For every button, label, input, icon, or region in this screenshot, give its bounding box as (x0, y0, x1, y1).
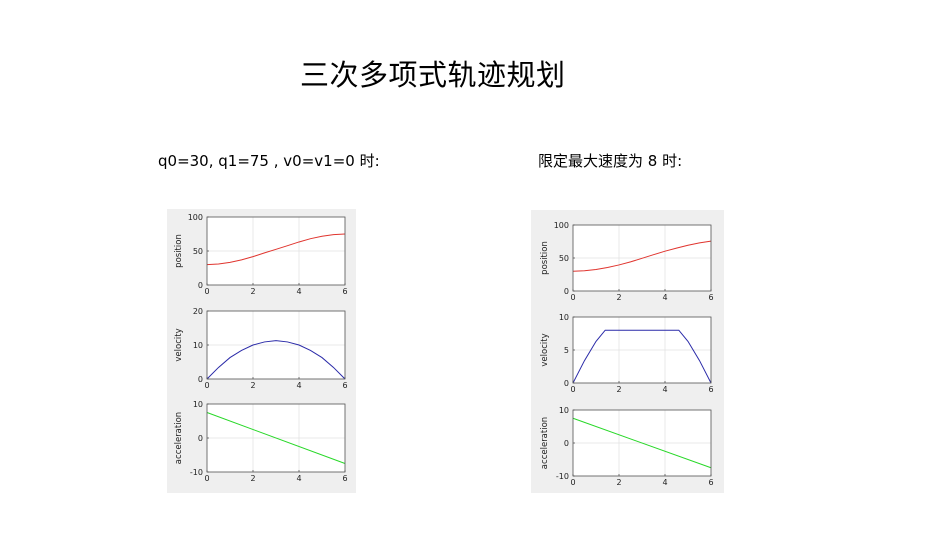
y-tick-label: 0 (564, 379, 569, 388)
y-tick-label: 10 (559, 313, 569, 322)
series-line-acceleration (206, 412, 346, 464)
x-tick-label: 4 (662, 293, 667, 302)
x-tick-label: 0 (204, 287, 209, 296)
x-tick-label: 6 (342, 474, 347, 483)
y-axis-label: velocity (174, 328, 184, 361)
x-tick-label: 0 (570, 293, 575, 302)
x-tick-label: 4 (296, 381, 301, 390)
x-tick-label: 4 (662, 478, 667, 487)
series-line-position (206, 233, 346, 266)
axes-position: 0 2 4 6 0 50 100 position (174, 213, 348, 296)
axes-position: 0 2 4 6 0 50 100 position (540, 221, 714, 302)
y-tick-label: 0 (198, 434, 203, 443)
left-figure: 0 2 4 6 0 50 100 position 0 2 4 6 0 10 20 velocity 0 2 4 6-… (167, 209, 356, 493)
x-tick-label: 6 (708, 478, 713, 487)
y-tick-label: 0 (198, 375, 203, 384)
right-figure: 0 2 4 6 0 50 100 position 0 2 4 6 0 5 10 velocity 0 2 4 6 -1… (531, 210, 724, 493)
x-tick-label: 4 (296, 287, 301, 296)
page-title: 三次多项式轨迹规划 (300, 58, 566, 92)
x-tick-label: 2 (250, 287, 255, 296)
y-tick-label: -10 (190, 468, 203, 477)
x-tick-label: 4 (662, 385, 667, 394)
y-axis-label: position (174, 234, 184, 268)
right-caption: 限定最大速度为 8 时: (538, 152, 683, 170)
y-tick-label: 50 (193, 247, 203, 256)
y-tick-label: 10 (193, 400, 203, 409)
x-tick-label: 0 (204, 474, 209, 483)
y-tick-label: 10 (559, 406, 569, 415)
x-tick-label: 2 (616, 385, 621, 394)
y-tick-label: 100 (188, 213, 203, 222)
x-tick-label: 2 (250, 474, 255, 483)
left-caption: q0=30, q1=75 , v0=v1=0 时: (158, 152, 380, 170)
y-axis-label: acceleration (174, 412, 184, 464)
y-tick-label: 50 (559, 254, 569, 263)
series-line-position (572, 240, 712, 272)
x-tick-label: 6 (708, 385, 713, 394)
x-tick-label: 0 (570, 385, 575, 394)
y-tick-label: 0 (198, 281, 203, 290)
x-tick-label: 4 (296, 474, 301, 483)
y-tick-label: 5 (564, 346, 569, 355)
axes-velocity: 0 2 4 6 0 5 10 velocity (540, 313, 714, 394)
y-tick-label: 100 (554, 221, 569, 230)
x-tick-label: 2 (250, 381, 255, 390)
y-tick-label: -10 (556, 472, 569, 481)
x-tick-label: 6 (342, 287, 347, 296)
x-tick-label: 6 (342, 381, 347, 390)
y-axis-label: velocity (540, 333, 550, 366)
x-tick-label: 6 (708, 293, 713, 302)
y-tick-label: 20 (193, 307, 203, 316)
y-tick-label: 10 (193, 341, 203, 350)
y-axis-label: position (540, 241, 550, 275)
series-line-velocity (572, 329, 712, 384)
y-tick-label: 0 (564, 439, 569, 448)
series-line-velocity (206, 340, 346, 380)
y-tick-label: 0 (564, 287, 569, 296)
x-tick-label: 0 (570, 478, 575, 487)
y-axis-label: acceleration (540, 417, 550, 469)
x-tick-label: 2 (616, 293, 621, 302)
x-tick-label: 0 (204, 381, 209, 390)
x-tick-label: 2 (616, 478, 621, 487)
series-line-acceleration (572, 417, 712, 469)
axes-velocity: 0 2 4 6 0 10 20 velocity (174, 307, 348, 390)
